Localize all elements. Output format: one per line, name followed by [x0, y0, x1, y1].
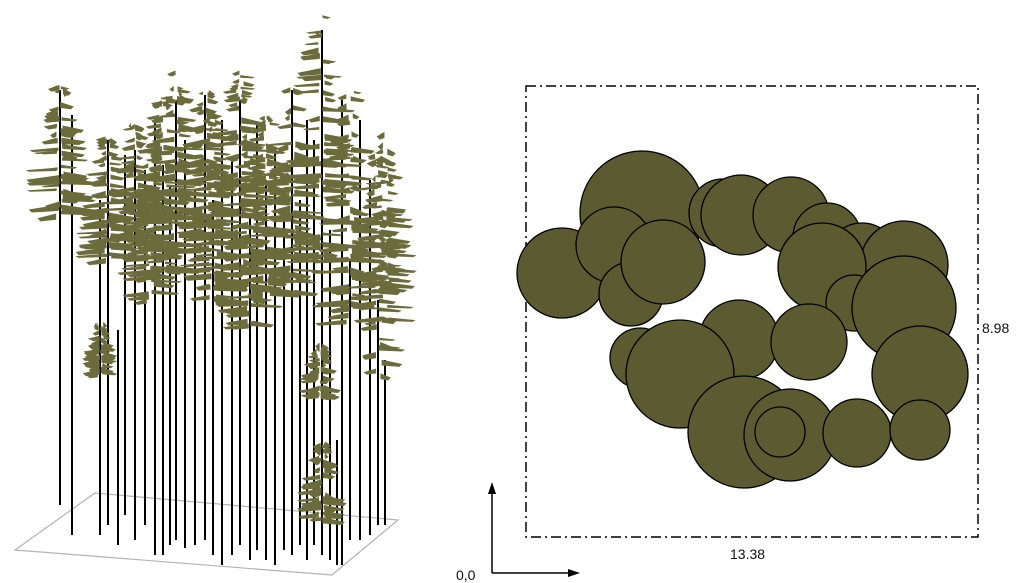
tree-crown-foliage: [297, 441, 347, 525]
x-axis-arrowhead: [568, 569, 580, 577]
origin-axes: [488, 482, 580, 577]
forest-stand-3d-view: [13, 15, 417, 576]
tree-crown-foliage: [352, 131, 417, 323]
tree-crown-foliage: [117, 150, 184, 305]
crown-circle: [620, 219, 706, 305]
plot-ground-outline: [13, 492, 400, 576]
crown-circle: [754, 406, 806, 458]
origin-label: 0,0: [456, 567, 476, 583]
tree-crown-foliage: [25, 85, 96, 222]
plot-height-label: 8.98: [982, 320, 1009, 336]
y-axis-arrowhead: [488, 482, 496, 494]
tree-crown-foliage: [298, 342, 342, 401]
tree-crown-foliage: [82, 321, 118, 379]
crown-circle: [889, 399, 951, 461]
tree-crowns-foliage: [25, 15, 417, 525]
crown-circles: [516, 150, 969, 489]
plot-width-label: 13.38: [730, 546, 765, 562]
crown-circle: [822, 398, 892, 468]
tree-crown-foliage: [75, 136, 142, 266]
tree-crown-foliage: [278, 15, 366, 264]
crown-circle: [770, 303, 848, 381]
tree-crown-foliage: [214, 126, 284, 330]
crown-projection-map: 0,0 13.38 8.98: [456, 85, 1009, 583]
plot-boundary-dashed: [525, 85, 979, 538]
